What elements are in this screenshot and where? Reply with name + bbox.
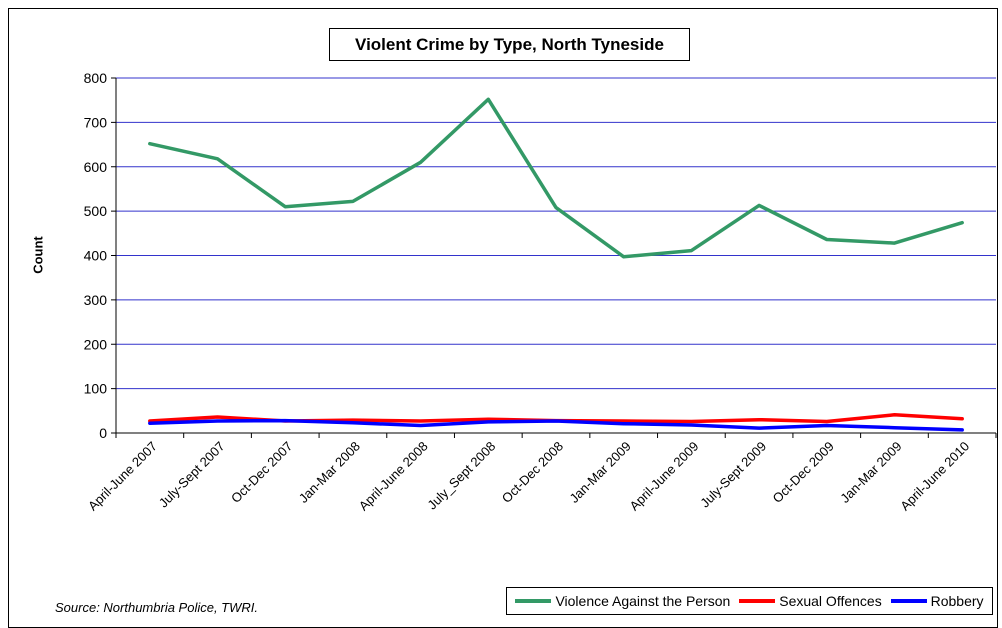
legend: Violence Against the Person Sexual Offenc… bbox=[506, 587, 993, 615]
y-tick-label: 0 bbox=[99, 425, 107, 441]
legend-item: Violence Against the Person bbox=[515, 593, 730, 609]
legend-label: Violence Against the Person bbox=[555, 593, 731, 609]
x-tick-label: Jan-Mar 2009 bbox=[837, 439, 904, 506]
y-tick-label: 200 bbox=[84, 336, 108, 352]
y-tick-label: 500 bbox=[84, 203, 108, 219]
chart-frame bbox=[8, 8, 998, 628]
y-tick-label: 600 bbox=[84, 159, 108, 175]
chart-title: Violent Crime by Type, North Tyneside bbox=[329, 28, 690, 61]
legend-swatch bbox=[890, 599, 927, 603]
y-tick-label: 300 bbox=[84, 292, 108, 308]
x-tick-label: Jan-Mar 2008 bbox=[296, 439, 363, 506]
legend-swatch bbox=[739, 599, 776, 603]
x-tick-label: Oct-Dec 2008 bbox=[499, 439, 566, 506]
legend-label: Robbery bbox=[930, 593, 984, 609]
y-tick-labels: 0 100 200 300 400 500 600 700 800 bbox=[84, 70, 108, 441]
legend-item: Robbery bbox=[890, 593, 984, 609]
series-line-violence-against-the-person bbox=[148, 97, 964, 259]
x-tick-label: July_Sept 2008 bbox=[424, 439, 498, 513]
series-line-robbery bbox=[148, 418, 964, 432]
x-tick-label: Oct-Dec 2007 bbox=[228, 439, 295, 506]
y-tick-label: 400 bbox=[84, 248, 108, 264]
legend-item: Sexual Offences bbox=[739, 593, 882, 609]
x-tick-label: Jan-Mar 2009 bbox=[566, 439, 633, 506]
y-tick-label: 700 bbox=[84, 114, 108, 130]
source-note: Source: Northumbria Police, TWRI. bbox=[55, 600, 259, 615]
line-chart: 0 100 200 300 400 500 600 700 800 April-June 200… bbox=[84, 70, 997, 514]
y-tick-label: 800 bbox=[84, 70, 108, 86]
y-axis-label: Count bbox=[30, 236, 46, 274]
axes bbox=[111, 77, 997, 438]
series-lines bbox=[148, 97, 964, 432]
legend-swatch bbox=[515, 599, 552, 603]
x-tick-label: April-June 2010 bbox=[897, 439, 972, 514]
legend-label: Sexual Offences bbox=[779, 593, 882, 609]
y-tick-label: 100 bbox=[84, 381, 108, 397]
x-tick-label: July-Sept 2009 bbox=[697, 439, 769, 511]
gridlines bbox=[116, 77, 996, 390]
x-tick-label: July-Sept 2007 bbox=[156, 439, 228, 511]
x-tick-label: April-June 2008 bbox=[356, 439, 431, 514]
x-tick-label: Oct-Dec 2009 bbox=[770, 439, 837, 506]
x-tick-label: April-June 2009 bbox=[627, 439, 702, 514]
x-tick-label: April-June 2007 bbox=[85, 439, 160, 514]
